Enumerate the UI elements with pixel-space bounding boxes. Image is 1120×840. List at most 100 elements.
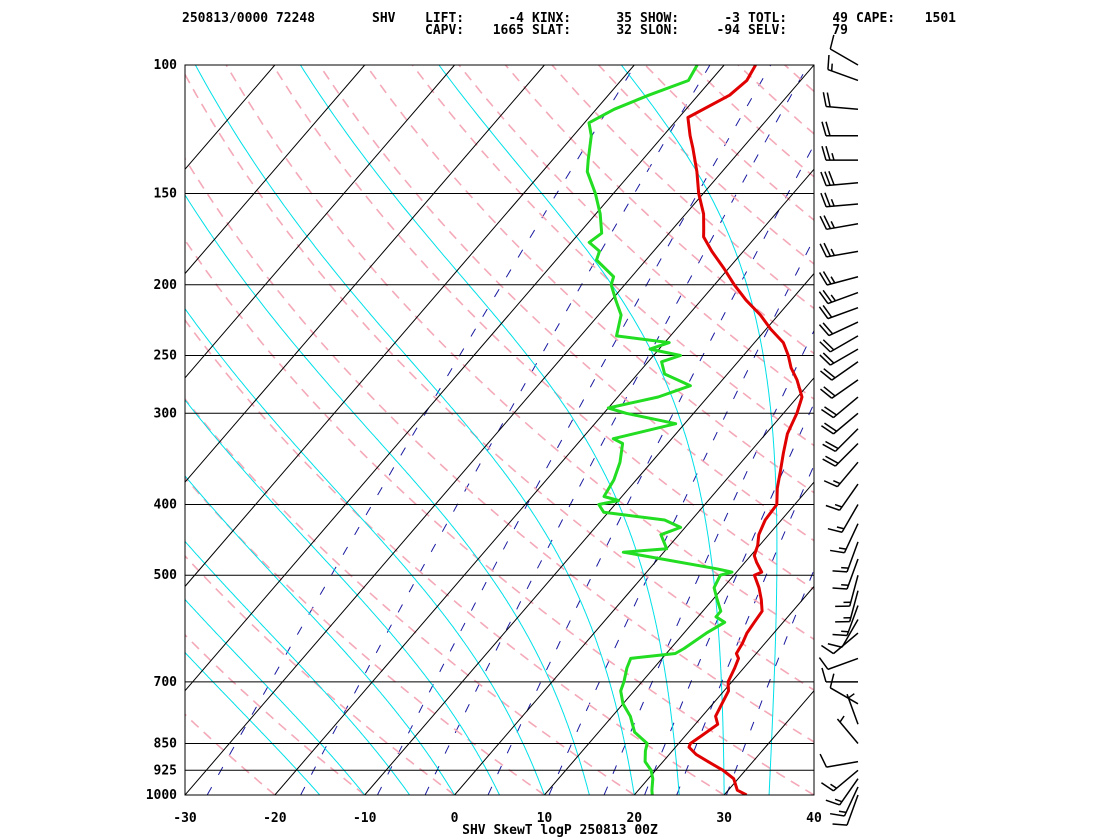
wind-barb xyxy=(819,242,859,258)
isotherm-line xyxy=(185,65,276,171)
wind-barb xyxy=(827,619,859,648)
header-label-show: SHOW: xyxy=(640,11,679,26)
wind-barb xyxy=(832,541,859,573)
isotherm-line xyxy=(364,272,814,795)
wind-barb xyxy=(829,523,859,554)
header-value-cape: 1501 xyxy=(925,11,956,26)
isotherm-line xyxy=(813,794,814,795)
moist-adiabat-line xyxy=(185,598,366,795)
temperature-tick-label: 0 xyxy=(451,811,459,826)
isotherm-line xyxy=(185,65,725,692)
pressure-tick-label: 700 xyxy=(154,675,178,690)
header-label-slon: SLON: xyxy=(640,23,679,38)
temperature-tick-label: 10 xyxy=(537,811,553,826)
wind-barb xyxy=(821,121,858,137)
temperature-tick-label: 40 xyxy=(806,811,822,826)
dry-adiabat-line xyxy=(598,65,814,266)
header-label-cape: CAPE: xyxy=(856,11,895,26)
isotherm-line xyxy=(185,65,455,379)
wind-barb xyxy=(829,786,859,817)
pressure-tick-label: 400 xyxy=(154,498,178,513)
plot-frame xyxy=(184,64,815,796)
header-value-selv: 79 xyxy=(832,23,848,38)
mixing-ratio-line xyxy=(206,65,636,795)
wind-barb xyxy=(820,361,859,381)
wind-barb xyxy=(823,461,859,488)
wind-barb xyxy=(836,715,859,744)
isotherm-line xyxy=(185,65,635,588)
isotherm-line xyxy=(185,65,545,483)
dry-adiabat-line xyxy=(691,65,814,178)
dry-adiabat-line xyxy=(551,65,814,310)
temperature-tick-label: 20 xyxy=(626,811,642,826)
wind-barb xyxy=(819,753,859,768)
wind-barb xyxy=(818,657,859,671)
wind-barb xyxy=(819,215,859,231)
wind-barb xyxy=(829,673,859,705)
temperature-tick-label: -10 xyxy=(353,811,377,826)
header-label-lift: LIFT: xyxy=(425,11,464,26)
pressure-tick-label: 1000 xyxy=(146,788,177,803)
isotherm-line xyxy=(633,585,814,795)
mixing-ratio-line xyxy=(377,65,772,795)
wind-barb xyxy=(825,483,859,511)
wind-barb xyxy=(832,558,859,590)
wind-barb xyxy=(821,769,859,792)
chart-title: SHV SkewT logP 250813 00Z xyxy=(462,823,658,838)
wind-barb xyxy=(822,92,859,111)
header-label-kinx: KINX: xyxy=(532,11,571,26)
wind-barb xyxy=(832,794,859,826)
wind-barb xyxy=(818,271,859,286)
wind-barb xyxy=(822,442,859,467)
wind-barbs xyxy=(818,34,859,826)
dry-adiabat-line xyxy=(185,554,456,795)
wind-barb xyxy=(820,192,859,208)
wind-barb xyxy=(827,504,859,533)
wind-barb xyxy=(829,34,859,66)
pressure-tick-label: 100 xyxy=(154,58,178,73)
header-label-totl: TOTL: xyxy=(748,11,787,26)
temperature-tick-label: -20 xyxy=(263,811,287,826)
isotherm-line xyxy=(0,65,95,795)
temperature-axis: -30 -20 -10 0 10 20 30 40 xyxy=(173,811,822,826)
header-value-slat: 32 xyxy=(616,23,632,38)
header: 250813/0000 72248 SHV LIFT: -4 KINX: 35 … xyxy=(182,11,956,38)
wind-barb xyxy=(835,590,859,623)
dry-adiabat-line xyxy=(185,713,276,795)
dry-adiabat-line xyxy=(644,65,814,222)
header-value-slon: -94 xyxy=(717,23,741,38)
isotherm-line xyxy=(274,168,814,795)
wind-barb xyxy=(827,54,859,82)
header-value-capv: 1665 xyxy=(493,23,524,38)
temperature-line xyxy=(686,65,804,795)
pressure-tick-label: 150 xyxy=(154,187,178,202)
wind-barb xyxy=(821,667,858,683)
wind-barb xyxy=(820,379,859,399)
mixing-ratio-line xyxy=(300,65,711,795)
wind-barb xyxy=(822,428,859,453)
wind-barb xyxy=(832,605,859,637)
pressure-tick-label: 850 xyxy=(154,736,178,751)
isotherm-line xyxy=(723,689,814,795)
dry-adiabat-line xyxy=(185,72,814,692)
wind-barb xyxy=(818,321,859,337)
wind-barb xyxy=(821,412,859,435)
isotherm-line xyxy=(185,65,814,795)
wind-barb xyxy=(821,632,859,655)
isotherm-line xyxy=(544,481,814,795)
wind-barb xyxy=(821,396,859,419)
dry-adiabat-line xyxy=(737,65,814,135)
wind-barb xyxy=(819,348,859,366)
wind-barb xyxy=(820,171,859,187)
header-station-id: SHV xyxy=(372,11,396,26)
moist-adiabat-lines xyxy=(185,65,778,795)
header-value-lift: -4 xyxy=(508,11,524,26)
dry-adiabat-line xyxy=(185,476,545,795)
header-value-kinx: 35 xyxy=(616,11,632,26)
header-value-show: -3 xyxy=(724,11,740,26)
pressure-tick-label: 300 xyxy=(154,406,178,421)
mixing-ratio-line xyxy=(424,65,809,795)
isotherm-line xyxy=(454,377,814,795)
isotherm-lines xyxy=(0,65,814,795)
